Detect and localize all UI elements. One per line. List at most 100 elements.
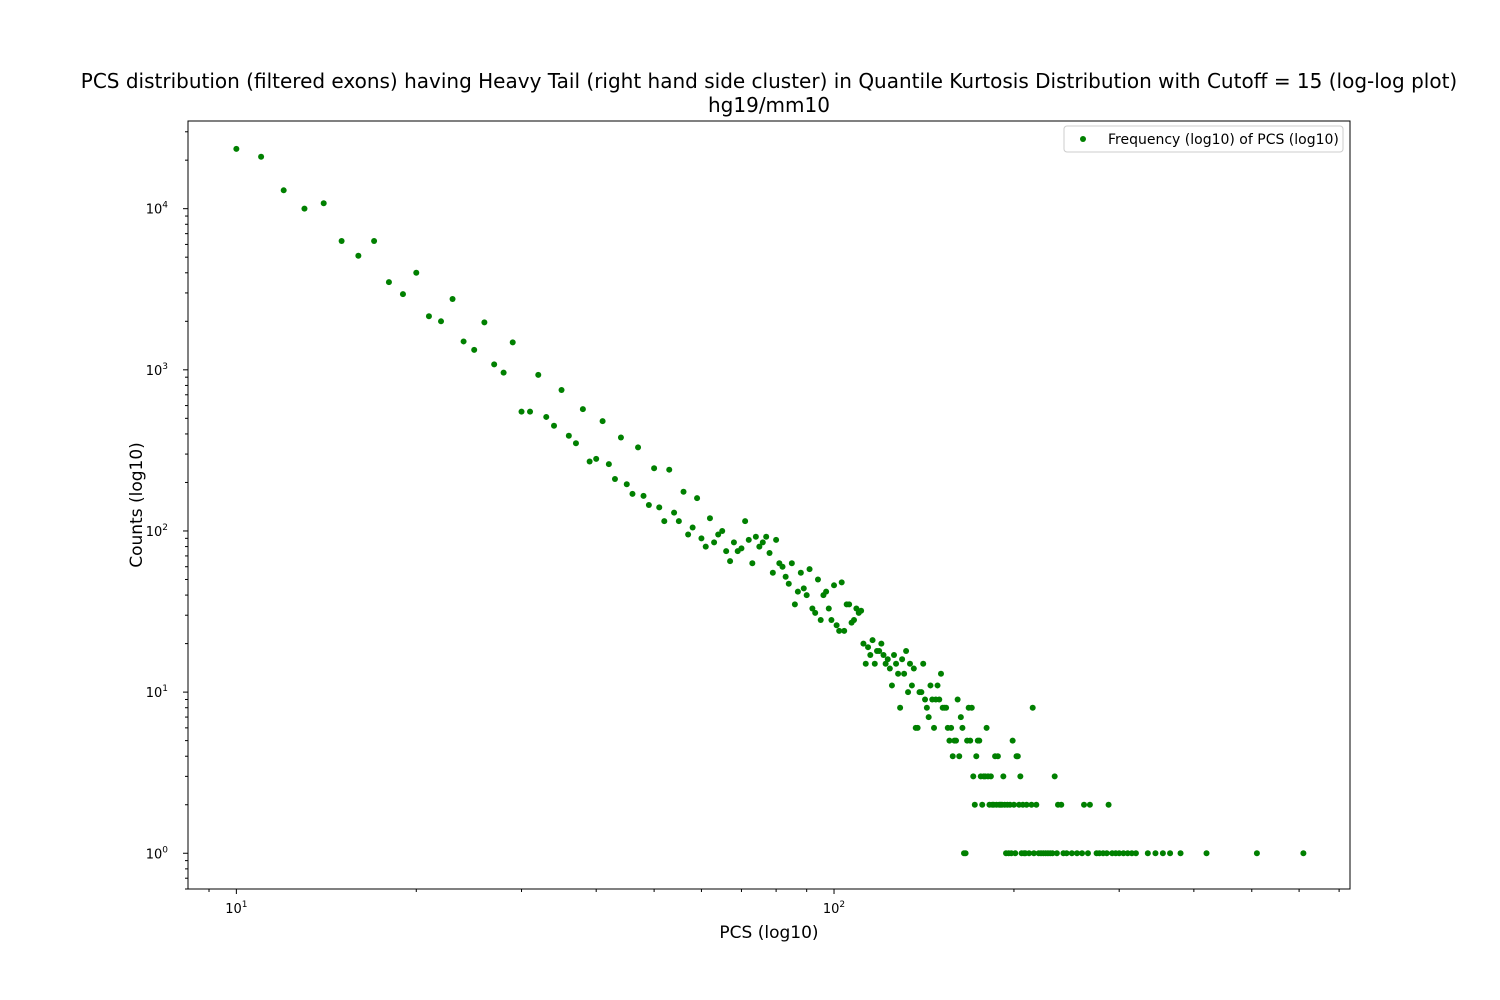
data-point — [280, 187, 287, 194]
data-point — [882, 660, 889, 667]
data-point — [943, 704, 950, 711]
data-point — [675, 518, 682, 525]
data-point — [1086, 801, 1093, 808]
data-point — [1203, 850, 1210, 857]
data-point — [1079, 850, 1086, 857]
data-point — [973, 753, 980, 760]
data-point — [791, 601, 798, 608]
data-point — [895, 670, 902, 677]
data-point — [836, 627, 843, 634]
data-point — [1010, 801, 1017, 808]
data-point — [572, 440, 579, 447]
data-point — [1132, 850, 1139, 857]
data-point — [759, 539, 766, 546]
data-point — [806, 566, 813, 573]
data-point — [518, 408, 525, 415]
data-point — [1014, 753, 1021, 760]
data-point — [901, 670, 908, 677]
data-point — [970, 773, 977, 780]
data-point — [910, 665, 917, 672]
data-point — [730, 539, 737, 546]
data-point — [1253, 850, 1260, 857]
data-point — [946, 737, 953, 744]
data-point — [878, 640, 885, 647]
data-point — [413, 269, 420, 276]
data-point — [355, 252, 362, 259]
data-point — [876, 647, 883, 654]
data-point — [685, 531, 692, 538]
data-point — [931, 724, 938, 731]
data-point — [899, 656, 906, 663]
data-point — [1033, 801, 1040, 808]
data-point — [812, 609, 819, 616]
legend-box — [1063, 125, 1344, 153]
data-point — [987, 773, 994, 780]
data-point — [694, 495, 701, 502]
data-point — [617, 434, 624, 441]
data-point — [905, 689, 912, 696]
data-point — [527, 408, 534, 415]
data-point — [1103, 850, 1110, 857]
data-point — [645, 501, 652, 508]
data-point — [971, 801, 978, 808]
data-point — [711, 539, 718, 546]
data-point — [635, 444, 642, 451]
data-point — [438, 318, 445, 325]
data-point — [1124, 850, 1131, 857]
data-point — [742, 518, 749, 525]
data-point — [1063, 850, 1070, 857]
y-tick-label: 100 — [146, 845, 169, 862]
data-point — [869, 637, 876, 644]
data-point — [867, 651, 874, 658]
data-point — [586, 458, 593, 465]
data-point — [640, 492, 647, 499]
y-tick-label: 101 — [146, 684, 168, 701]
data-point — [884, 656, 891, 663]
data-point — [936, 696, 943, 703]
data-point — [763, 533, 770, 540]
data-point — [371, 238, 378, 245]
data-point — [1300, 850, 1307, 857]
data-point — [817, 617, 824, 624]
data-point — [841, 627, 848, 634]
data-point — [814, 576, 821, 583]
data-point — [491, 361, 498, 368]
data-point — [551, 422, 558, 429]
data-point — [785, 580, 792, 587]
data-point — [831, 582, 838, 589]
data-point — [715, 531, 722, 538]
scatter-points — [233, 145, 1307, 857]
data-point — [727, 558, 734, 565]
data-point — [1144, 850, 1151, 857]
data-point — [471, 346, 478, 353]
data-point — [906, 660, 913, 667]
x-axis-label: PCS (log10) — [719, 923, 818, 943]
data-point — [959, 724, 966, 731]
data-point — [425, 313, 432, 320]
data-point — [1068, 850, 1075, 857]
data-point — [769, 569, 776, 576]
data-point — [301, 205, 308, 212]
data-point — [500, 369, 507, 376]
data-point — [385, 279, 392, 286]
y-tick-label: 103 — [146, 362, 168, 379]
data-point — [862, 660, 869, 667]
data-point — [623, 481, 630, 488]
data-point — [702, 543, 709, 550]
data-point — [338, 238, 345, 245]
data-point — [651, 465, 658, 472]
y-tick-label: 104 — [146, 201, 169, 218]
data-point — [1167, 850, 1174, 857]
data-point — [891, 651, 898, 658]
data-point — [745, 536, 752, 543]
x-tick-label: 102 — [823, 900, 845, 917]
data-point — [1084, 850, 1091, 857]
data-point — [922, 696, 929, 703]
data-point — [934, 682, 941, 689]
data-point — [535, 371, 542, 378]
data-point — [823, 588, 830, 595]
data-point — [399, 291, 406, 298]
data-point — [828, 617, 835, 624]
data-point — [968, 704, 975, 711]
data-point — [1159, 850, 1166, 857]
